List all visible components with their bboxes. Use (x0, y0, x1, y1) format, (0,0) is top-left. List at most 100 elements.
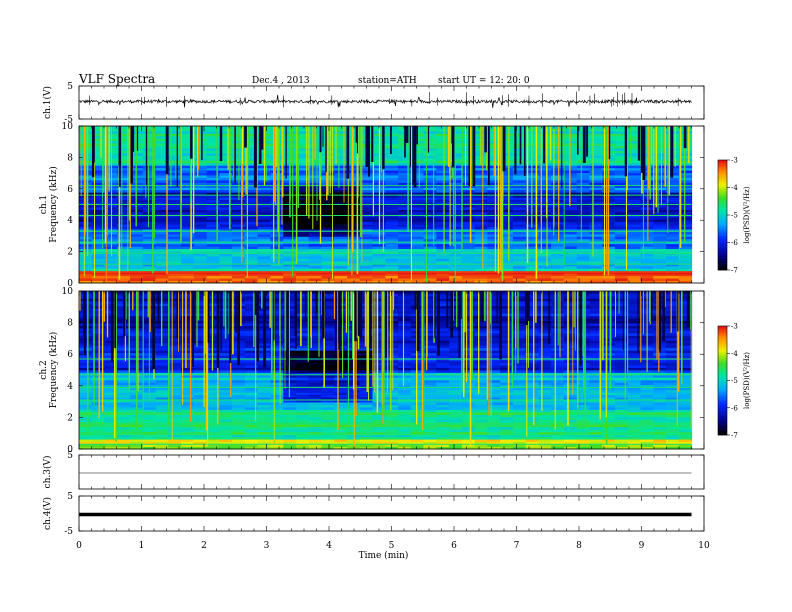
ch1-spectrogram-cell (500, 133, 514, 137)
ch1-spectrogram-cell (436, 182, 450, 186)
ch2-spectrogram-cell (117, 377, 131, 381)
ch1-spectrogram-cell (525, 260, 539, 264)
ch2-spectrogram-cell (589, 379, 603, 383)
ch1-spectrogram-cell (512, 253, 527, 257)
ch1-spectrogram-cell (244, 263, 259, 267)
ch1-spectrogram-cell (181, 126, 195, 129)
ch2-spectrogram-cell (487, 446, 501, 450)
ch2-spectrogram-cell (500, 429, 514, 433)
ch2-spectrogram-cell (589, 397, 603, 401)
ch1-spectrogram-cell (168, 273, 182, 277)
ch2-spectrogram-cell (193, 426, 208, 430)
ch2-spectrogram-cell (308, 446, 323, 450)
ch1-spectrogram-cell (678, 280, 693, 284)
ch1-spectrogram-cell (410, 238, 425, 242)
ch2-spectrogram-cell (321, 377, 335, 381)
ch2-spectrogram-cell (270, 407, 284, 410)
ch1-spectrogram-cell (206, 197, 220, 200)
ch1-spectrogram-cell (398, 221, 412, 225)
ch1-spectrogram-cell (308, 241, 323, 245)
ch2-spectrogram-cell (104, 434, 118, 438)
ch1-spectrogram-cell (334, 143, 348, 147)
ch1-spectrogram-cell (423, 160, 437, 164)
ch1-spectrogram-cell (244, 265, 259, 269)
ch2-spectrogram-cell (219, 446, 233, 450)
ch1-spectrogram-cell (117, 148, 131, 151)
ch2-spectrogram-cell (410, 384, 425, 388)
ch1-spectrogram-cell (385, 202, 399, 205)
ch2-spectrogram-cell (257, 436, 271, 440)
ch2-spectrogram-cell (678, 436, 693, 440)
header-station: station=ATH (358, 76, 417, 86)
ch1-spectrogram-cell (436, 180, 450, 183)
ch1-spectrogram-cell (372, 258, 386, 262)
ch1-spectrogram-cell (295, 175, 310, 178)
ch1-spectrogram-cell (563, 138, 578, 142)
ch1-spectrogram-cell (270, 145, 284, 149)
ch1-spectrogram-cell (551, 246, 565, 250)
ch1-spectrogram-cell (117, 248, 131, 252)
ch1-spectrogram-cell (244, 248, 259, 252)
ch2-spectrogram-cell (461, 419, 476, 423)
ch2-spectrogram-cell (602, 409, 616, 413)
ch2-spectrogram-cell (155, 399, 169, 403)
ch2-spectrogram-cell (538, 379, 552, 383)
ch1-spectrogram-cell (410, 192, 425, 196)
ch1-spectrogram-cell (385, 241, 399, 245)
ch2-spectrogram-cell (538, 407, 552, 410)
ch2-spectrogram-cell (232, 434, 246, 438)
ch1-spectrogram-cell (551, 165, 565, 169)
ch1-spectrogram-cell (321, 197, 335, 200)
ch1-spectrogram-cell (500, 229, 514, 232)
ch2-spectrogram-cell (614, 444, 629, 447)
ch1-spectrogram-cell (181, 175, 195, 178)
ch2-spectrogram-cell (193, 429, 208, 433)
ch1-spectrogram-cell (461, 275, 476, 279)
ch2-spectrogram-cell (551, 436, 565, 440)
ch1-spectrogram-cell (525, 280, 539, 284)
ch2-spectrogram-cell (627, 404, 642, 408)
ch2-spectrogram-cell (563, 446, 578, 450)
ch1-spectrogram-cell (142, 157, 157, 161)
ch1-spectrogram-cell (181, 145, 195, 149)
ch1-spectrogram-cell (219, 148, 233, 151)
ch1-spectrogram-cell (627, 162, 642, 166)
ch2-spectrogram-cell (627, 426, 642, 430)
ch2-spectrogram-cell (79, 404, 93, 408)
ch1-spectrogram-cell (678, 189, 693, 193)
ch1-spectrogram-cell (563, 221, 578, 225)
ch1-spectrogram-cell (244, 126, 259, 129)
ch1-spectrogram-cell (436, 216, 450, 220)
ch1-spectrogram-cell (372, 251, 386, 254)
ch1-spectrogram-cell (295, 143, 310, 147)
ch2-spectrogram-cell (525, 397, 539, 401)
ch2-spectrogram-cell (117, 409, 131, 413)
ch1-spectrogram-cell (168, 211, 182, 215)
ch1-spectrogram-cell (512, 140, 527, 144)
ch1-spectrogram-cell (193, 265, 208, 269)
ch1-spectrogram-cell (142, 138, 157, 142)
ch2-spectrogram-cell (295, 424, 310, 428)
ch2-spectrogram-cell (423, 412, 437, 415)
ch2-spectrogram-cell (589, 399, 603, 403)
ch1-spectrogram-cell (436, 157, 450, 161)
ch1-spectrogram-cell (359, 265, 374, 269)
ch2-spectrogram-cell (104, 439, 118, 442)
ch2-spectrogram-cell (244, 434, 259, 438)
ch1-spectrogram-cell (538, 192, 552, 196)
ch1-spectrogram-cell (653, 238, 667, 242)
ch1-spectrogram-cell (347, 258, 361, 262)
ch2-spectrogram-cell (79, 444, 93, 447)
ch2-spectrogram-cell (487, 394, 501, 398)
ch1-spectrogram-cell (206, 278, 220, 281)
ch1-spectrogram-cell (155, 256, 169, 259)
ch1-spectrogram-cell (232, 216, 246, 220)
ch1-spectrogram-cell (678, 167, 693, 171)
ch1-spectrogram-cell (130, 256, 144, 259)
ch1-spectrogram-cell (461, 233, 476, 237)
ch1-spectrogram-cell (168, 258, 182, 262)
ch1-spectrogram-cell (512, 177, 527, 181)
ch1-spectrogram-cell (640, 143, 654, 147)
ch2-spectrogram-cell (117, 402, 131, 405)
ch1-spectrogram-cell (181, 211, 195, 215)
